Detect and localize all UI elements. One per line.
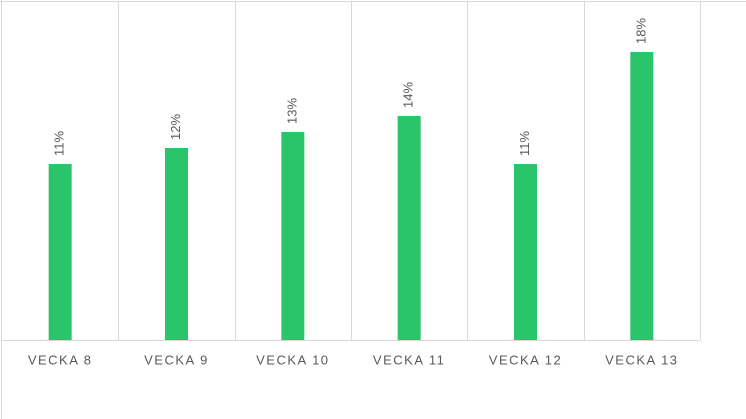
- value-label: 13%: [284, 98, 299, 124]
- value-label: 18%: [633, 18, 648, 44]
- bar: [281, 132, 305, 340]
- value-label: 11%: [52, 131, 67, 156]
- value-label: 11%: [517, 131, 532, 156]
- x-tick-label: VECKA 11: [373, 352, 445, 367]
- bar: [630, 52, 654, 340]
- x-tick-label: VECKA 12: [489, 352, 562, 367]
- x-tick-label: VECKA 9: [144, 352, 209, 367]
- x-tick-label: VECKA 8: [28, 352, 93, 367]
- x-tick-label: VECKA 13: [605, 352, 678, 367]
- value-label: 12%: [168, 114, 183, 140]
- x-tick-label: VECKA 10: [256, 352, 329, 367]
- bar: [165, 148, 188, 340]
- value-label: 14%: [401, 82, 416, 108]
- bar: [48, 164, 72, 340]
- bar: [397, 116, 421, 340]
- bar: [514, 164, 537, 340]
